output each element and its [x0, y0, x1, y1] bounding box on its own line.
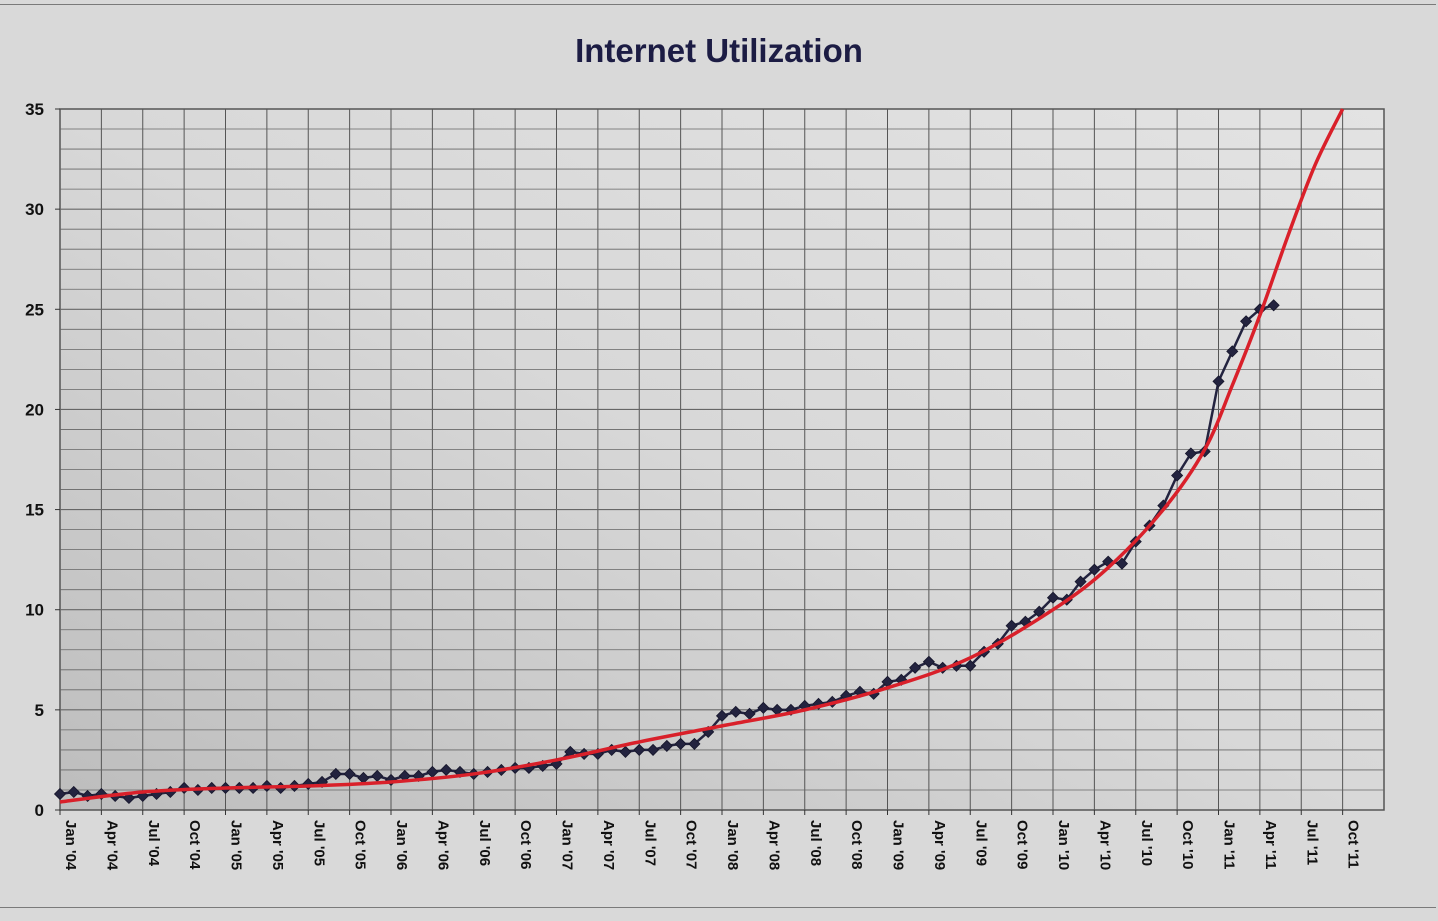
x-tick-label: Jan '06	[393, 820, 410, 870]
y-tick-label: 35	[25, 100, 44, 119]
x-tick-label: Apr '11	[1262, 820, 1279, 869]
series-layer	[53, 108, 1345, 805]
data-point	[1184, 447, 1197, 460]
y-tick-label: 15	[25, 501, 44, 520]
data-point	[715, 709, 729, 722]
data-point	[1240, 315, 1253, 328]
data-point	[1171, 469, 1184, 482]
x-tick-label: Oct '07	[683, 820, 700, 869]
data-point	[633, 743, 646, 756]
x-tick-label: Jan '08	[724, 820, 741, 870]
x-tick-label: Jul '08	[807, 820, 824, 866]
x-tick-label: Jul '05	[310, 820, 327, 866]
data-point	[619, 745, 632, 758]
gridlines	[60, 109, 1384, 810]
data-point	[1005, 619, 1018, 632]
data-point	[53, 787, 67, 801]
data-point	[922, 655, 935, 668]
data-point	[343, 767, 356, 781]
x-tick-label: Apr '04	[103, 820, 120, 871]
x-tick-label: Jan '09	[890, 820, 907, 870]
data-point	[812, 697, 825, 710]
data-point	[1046, 591, 1060, 604]
x-tick-label: Jan '04	[62, 820, 79, 871]
x-tick-label: Jan '11	[1221, 820, 1238, 869]
data-point	[122, 791, 136, 805]
data-point	[688, 737, 701, 750]
x-tick-label: Apr '07	[600, 820, 617, 870]
y-tick-label: 30	[25, 200, 44, 219]
x-tick-label: Jan '10	[1055, 820, 1072, 870]
x-tick-label: Oct '08	[848, 820, 865, 869]
x-tick-label: Apr '10	[1096, 820, 1113, 870]
x-tick-label: Oct '04	[186, 820, 203, 870]
data-point	[757, 701, 770, 714]
chart-title: Internet Utilization	[575, 32, 863, 69]
data-point	[660, 739, 673, 752]
data-point	[729, 705, 742, 718]
y-tick-label: 25	[25, 300, 44, 319]
data-point	[329, 767, 342, 781]
data-point	[964, 659, 977, 672]
x-tick-label: Jul '04	[145, 820, 162, 867]
y-tick-label: 0	[35, 801, 44, 820]
x-tick-label: Apr '08	[765, 820, 782, 870]
y-tick-label: 20	[25, 400, 44, 419]
x-tick-label: Oct '05	[352, 820, 369, 869]
data-point	[646, 743, 660, 756]
x-tick-label: Jul '06	[476, 820, 493, 866]
data-point	[1088, 563, 1101, 576]
y-tick-label: 10	[25, 601, 44, 620]
x-tick-label: Jul '07	[641, 820, 658, 866]
data-point	[909, 661, 922, 674]
data-point	[302, 777, 315, 791]
x-tick-label: Apr '06	[434, 820, 451, 870]
y-tick-label: 5	[35, 701, 44, 720]
data-point	[1074, 575, 1087, 588]
chart-frame	[0, 4, 1436, 908]
x-tick-label: Jan '07	[559, 820, 576, 870]
trend-line	[59, 108, 1345, 804]
data-point	[1212, 375, 1225, 388]
data-point	[674, 737, 687, 750]
x-tick-label: Oct '06	[517, 820, 534, 869]
data-point	[1115, 557, 1129, 570]
x-axis-ticks: Jan '04 Apr '04 Jul '04 Oct '04 Jan '05 Apr '…	[59, 810, 1362, 871]
x-tick-label: Jan '05	[228, 820, 245, 870]
x-tick-label: Apr '09	[931, 820, 948, 870]
x-tick-label: Oct '10	[1179, 820, 1196, 869]
x-tick-label: Jul '09	[972, 820, 989, 866]
x-tick-label: Jul '11	[1303, 820, 1320, 865]
data-point	[1267, 299, 1280, 312]
y-axis-ticks: 0 5 10 15 20 25 30 35	[25, 100, 60, 820]
data-point	[1226, 345, 1239, 358]
data-point	[67, 785, 80, 799]
x-tick-label: Apr '05	[269, 820, 286, 870]
x-tick-label: Oct '09	[1014, 820, 1031, 869]
x-tick-label: Jul '10	[1138, 820, 1155, 866]
x-tick-label: Oct '11	[1345, 820, 1362, 869]
